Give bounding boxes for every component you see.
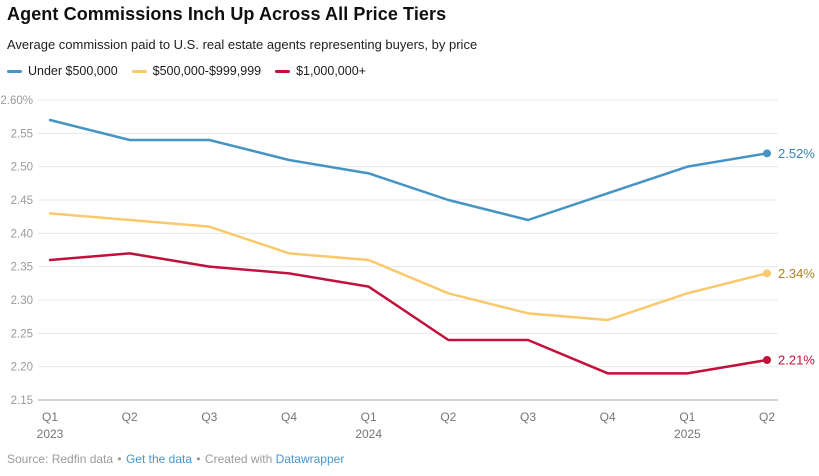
y-tick-label: 2.30 <box>11 295 33 307</box>
y-tick-label: 2.55 <box>11 128 33 140</box>
legend: Under $500,000 $500,000-$999,999 $1,000,00… <box>7 63 366 79</box>
x-tick-label: Q3 <box>201 410 217 424</box>
y-tick-label: 2.35 <box>11 262 33 274</box>
legend-label: $1,000,000+ <box>296 64 366 78</box>
legend-item: $500,000-$999,999 <box>131 64 262 78</box>
footer: Source: Redfin data • Get the data • Cre… <box>7 452 344 466</box>
series-end-dot <box>763 149 772 158</box>
y-tick-label: 2.45 <box>11 195 33 207</box>
series-line <box>48 212 769 322</box>
series-line <box>48 118 769 222</box>
x-tick-year-label: 2023 <box>37 427 64 441</box>
x-tick-label: Q1 <box>42 410 58 424</box>
y-tick-label: 2.50 <box>11 162 33 174</box>
y-tick-label: 2.25 <box>11 328 33 340</box>
y-tick-label: 2.60% <box>0 95 33 107</box>
x-tick-label: Q4 <box>600 410 616 424</box>
datawrapper-link[interactable]: Datawrapper <box>275 452 345 466</box>
footer-created-text: Created with <box>204 452 273 466</box>
legend-label: Under $500,000 <box>28 64 118 78</box>
x-tick-label: Q3 <box>520 410 536 424</box>
x-tick-year-label: 2025 <box>674 427 701 441</box>
x-tick-label: Q4 <box>281 410 297 424</box>
series-end-value-label: 2.34% <box>778 266 815 281</box>
series-line <box>48 252 769 375</box>
get-the-data-link[interactable]: Get the data <box>125 452 193 466</box>
y-tick-label: 2.20 <box>11 362 33 374</box>
legend-swatch-icon <box>275 69 291 73</box>
y-tick-label: 2.15 <box>11 395 33 407</box>
y-tick-label: 2.40 <box>11 228 33 240</box>
x-tick-year-label: 2024 <box>355 427 382 441</box>
page-title: Agent Commissions Inch Up Across All Pri… <box>7 4 447 24</box>
legend-label: $500,000-$999,999 <box>152 64 262 78</box>
chart-subtitle: Average commission paid to U.S. real est… <box>7 37 478 52</box>
x-tick-label: Q2 <box>759 410 775 424</box>
footer-separator: • <box>196 452 201 466</box>
legend-swatch-icon <box>7 69 22 73</box>
series-end-value-label: 2.21% <box>778 353 815 368</box>
footer-source-text: Source: Redfin data <box>7 452 114 466</box>
x-tick-label: Q1 <box>679 410 695 424</box>
legend-item: $1,000,000+ <box>275 64 366 78</box>
x-tick-label: Q2 <box>440 410 456 424</box>
series-end-dot <box>763 356 772 364</box>
x-tick-label: Q1 <box>361 410 377 424</box>
legend-item: Under $500,000 <box>7 64 118 78</box>
series-end-value-label: 2.52% <box>778 146 815 161</box>
x-tick-label: Q2 <box>122 410 138 424</box>
series-end-dot <box>763 269 772 278</box>
legend-swatch-icon <box>131 69 147 73</box>
footer-separator: • <box>117 452 122 466</box>
